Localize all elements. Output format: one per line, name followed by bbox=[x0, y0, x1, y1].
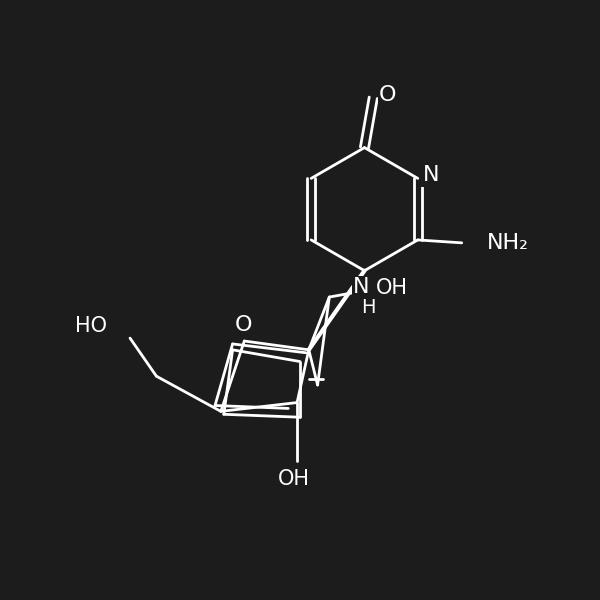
Text: N: N bbox=[422, 166, 439, 185]
Text: OH: OH bbox=[376, 278, 408, 298]
Text: NH₂: NH₂ bbox=[487, 233, 529, 253]
Text: OH: OH bbox=[278, 469, 310, 489]
Text: N: N bbox=[353, 277, 370, 297]
Text: HO: HO bbox=[74, 316, 107, 337]
Text: O: O bbox=[235, 314, 252, 335]
Text: O: O bbox=[379, 85, 397, 105]
Text: H: H bbox=[361, 298, 376, 317]
